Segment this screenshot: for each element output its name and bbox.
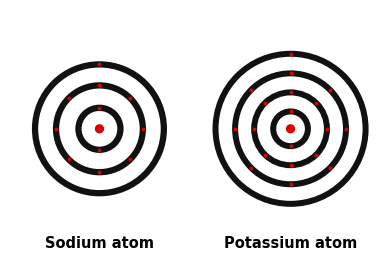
Text: Sodium atom: Sodium atom <box>45 236 154 251</box>
Circle shape <box>287 125 294 133</box>
Text: Potassium atom: Potassium atom <box>224 236 357 251</box>
Circle shape <box>96 125 103 133</box>
